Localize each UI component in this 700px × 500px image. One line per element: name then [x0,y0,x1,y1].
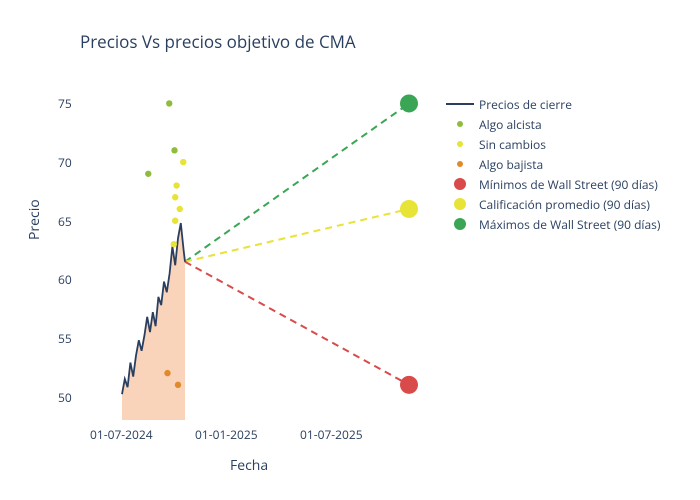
price-area [122,223,185,420]
legend-label: Calificación promedio (90 días) [479,196,650,213]
legend-label: Algo alcista [479,116,542,133]
legend-item: Algo bajista [445,155,660,173]
legend-dot-icon [454,218,466,230]
bullish-point [171,147,177,153]
unchanged-point [180,159,186,165]
legend-swatch [445,103,475,105]
min-target-line [185,262,409,385]
bullish-point [145,171,151,177]
bullish-point [166,100,172,106]
unchanged-point [172,194,178,200]
unchanged-point [173,182,179,188]
max-target-dot [400,94,418,112]
legend-label: Algo bajista [479,156,543,173]
bearish-point [175,382,181,388]
legend-label: Sin cambios [479,136,546,153]
legend-swatch [445,141,475,147]
legend-swatch [445,218,475,230]
legend-dot-icon [454,178,466,190]
avg-target-line [185,209,409,262]
legend-swatch [445,161,475,167]
x-axis-label: Fecha [230,456,268,475]
unchanged-point [172,217,178,223]
legend-item: Mínimos de Wall Street (90 días) [445,175,660,193]
legend-label: Precios de cierre [479,96,572,113]
y-tick-label: 50 [58,389,72,406]
legend: Precios de cierre Algo alcista Sin cambios… [445,95,660,235]
y-tick-label: 75 [58,95,72,112]
bearish-point [164,370,170,376]
y-axis-label: Precio [25,199,44,240]
legend-dot-icon [457,161,463,167]
legend-item: Máximos de Wall Street (90 días) [445,215,660,233]
y-tick-label: 60 [58,271,72,288]
legend-dot-icon [457,141,463,147]
x-tick-label: 01-07-2025 [300,426,363,443]
plot-svg [80,80,430,420]
min-target-dot [400,376,418,394]
avg-target-dot [400,200,418,218]
legend-label: Máximos de Wall Street (90 días) [479,216,660,233]
legend-swatch [445,178,475,190]
unchanged-point [177,206,183,212]
legend-line-icon [446,103,474,105]
legend-dot-icon [454,198,466,210]
x-tick-label: 01-07-2024 [90,426,153,443]
legend-dot-icon [457,121,463,127]
legend-item: Algo alcista [445,115,660,133]
legend-item: Calificación promedio (90 días) [445,195,660,213]
x-tick-label: 01-01-2025 [195,426,258,443]
max-target-line [185,103,409,261]
y-tick-label: 55 [58,330,72,347]
chart-container: Precios Vs precios objetivo de CMA 50 55 6… [0,0,700,500]
legend-label: Mínimos de Wall Street (90 días) [479,176,658,193]
legend-swatch [445,121,475,127]
legend-item: Sin cambios [445,135,660,153]
y-tick-label: 65 [58,213,72,230]
unchanged-point [171,241,177,247]
chart-title: Precios Vs precios objetivo de CMA [80,30,356,53]
y-tick-label: 70 [58,154,72,171]
legend-swatch [445,198,475,210]
legend-item: Precios de cierre [445,95,660,113]
